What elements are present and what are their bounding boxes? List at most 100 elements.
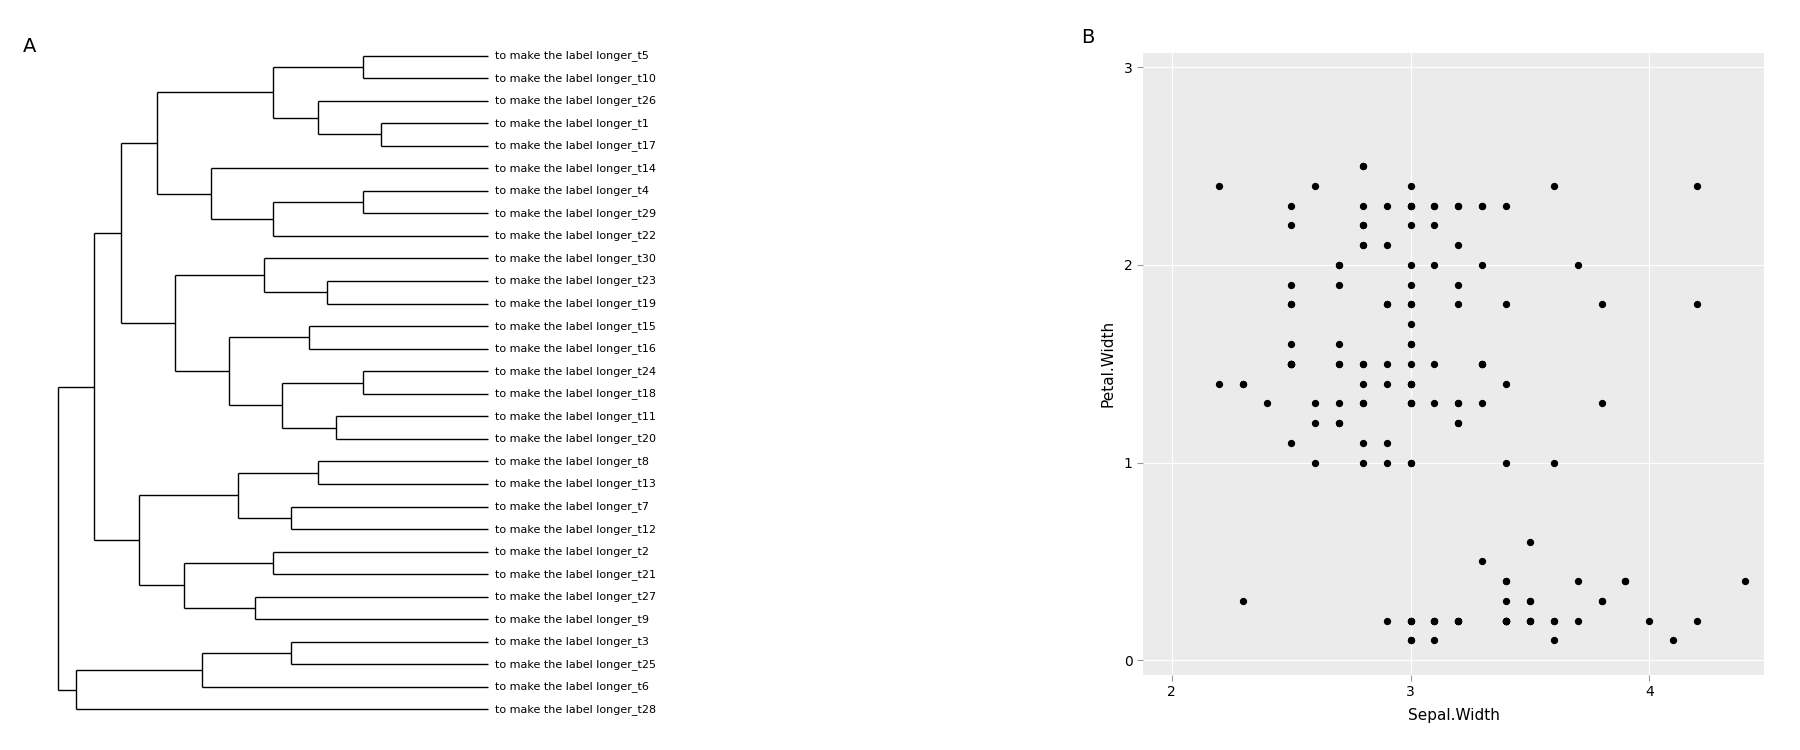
Point: [1276, 298, 1305, 310]
Text: to make the label longer_t1: to make the label longer_t1: [495, 118, 650, 129]
Point: [1397, 377, 1426, 389]
Point: [1611, 575, 1640, 587]
Text: to make the label longer_t24: to make the label longer_t24: [495, 366, 657, 376]
Text: to make the label longer_t20: to make the label longer_t20: [495, 433, 657, 444]
Point: [1325, 259, 1354, 271]
Text: to make the label longer_t9: to make the label longer_t9: [495, 614, 650, 625]
Text: to make the label longer_t7: to make the label longer_t7: [495, 501, 650, 512]
Point: [1348, 358, 1377, 370]
Point: [1301, 457, 1330, 469]
Point: [1372, 298, 1400, 310]
Text: to make the label longer_t11: to make the label longer_t11: [495, 411, 655, 422]
Point: [1348, 377, 1377, 389]
Text: to make the label longer_t15: to make the label longer_t15: [495, 321, 655, 332]
Text: B: B: [1080, 28, 1094, 46]
Point: [1229, 377, 1258, 389]
Text: to make the label longer_t18: to make the label longer_t18: [495, 388, 657, 399]
Point: [1492, 615, 1521, 627]
Point: [1229, 595, 1258, 607]
Y-axis label: Petal.Width: Petal.Width: [1100, 320, 1116, 407]
Point: [1516, 615, 1544, 627]
Point: [1397, 634, 1426, 646]
Point: [1397, 200, 1426, 211]
Point: [1397, 338, 1426, 350]
Point: [1444, 298, 1472, 310]
Text: to make the label longer_t21: to make the label longer_t21: [495, 568, 657, 580]
Point: [1348, 239, 1377, 251]
Point: [1348, 436, 1377, 448]
Point: [1372, 377, 1400, 389]
Point: [1372, 298, 1400, 310]
Point: [1660, 634, 1688, 646]
Point: [1420, 358, 1449, 370]
Point: [1372, 457, 1400, 469]
Text: to make the label longer_t3: to make the label longer_t3: [495, 636, 650, 647]
Point: [1467, 200, 1496, 211]
Point: [1588, 595, 1616, 607]
Point: [1301, 417, 1330, 429]
Point: [1467, 200, 1496, 211]
Point: [1276, 298, 1305, 310]
Point: [1730, 575, 1759, 587]
Text: to make the label longer_t28: to make the label longer_t28: [495, 704, 657, 715]
Point: [1420, 634, 1449, 646]
Point: [1539, 180, 1568, 192]
Point: [1420, 200, 1449, 211]
Point: [1516, 536, 1544, 548]
Point: [1397, 377, 1426, 389]
Point: [1539, 615, 1568, 627]
Point: [1516, 595, 1544, 607]
Point: [1348, 220, 1377, 232]
Text: to make the label longer_t8: to make the label longer_t8: [495, 456, 650, 466]
Point: [1372, 200, 1400, 211]
Point: [1467, 358, 1496, 370]
Point: [1634, 615, 1663, 627]
Point: [1539, 615, 1568, 627]
Point: [1372, 436, 1400, 448]
Point: [1397, 180, 1426, 192]
Point: [1397, 634, 1426, 646]
Text: to make the label longer_t27: to make the label longer_t27: [495, 591, 657, 602]
Point: [1516, 595, 1544, 607]
Text: to make the label longer_t14: to make the label longer_t14: [495, 163, 657, 174]
Point: [1325, 417, 1354, 429]
Point: [1444, 615, 1472, 627]
Point: [1276, 358, 1305, 370]
Text: to make the label longer_t23: to make the label longer_t23: [495, 275, 657, 286]
Point: [1397, 615, 1426, 627]
Text: to make the label longer_t5: to make the label longer_t5: [495, 50, 650, 61]
Point: [1325, 398, 1354, 410]
Text: to make the label longer_t17: to make the label longer_t17: [495, 140, 657, 152]
Point: [1397, 398, 1426, 410]
Text: A: A: [22, 38, 36, 56]
Text: to make the label longer_t10: to make the label longer_t10: [495, 73, 655, 83]
X-axis label: Sepal.Width: Sepal.Width: [1408, 708, 1499, 723]
Point: [1348, 160, 1377, 172]
Point: [1492, 575, 1521, 587]
Point: [1372, 358, 1400, 370]
Point: [1204, 377, 1233, 389]
Point: [1348, 239, 1377, 251]
Point: [1492, 298, 1521, 310]
Point: [1467, 555, 1496, 567]
Point: [1420, 615, 1449, 627]
Point: [1397, 398, 1426, 410]
Point: [1562, 575, 1593, 587]
Point: [1539, 634, 1568, 646]
Point: [1397, 200, 1426, 211]
Text: to make the label longer_t6: to make the label longer_t6: [495, 682, 650, 692]
Point: [1325, 358, 1354, 370]
Text: to make the label longer_t26: to make the label longer_t26: [495, 95, 657, 106]
Point: [1276, 220, 1305, 232]
Point: [1397, 298, 1426, 310]
Point: [1492, 615, 1521, 627]
Point: [1348, 398, 1377, 410]
Text: to make the label longer_t30: to make the label longer_t30: [495, 253, 655, 264]
Text: to make the label longer_t16: to make the label longer_t16: [495, 344, 655, 354]
Point: [1348, 220, 1377, 232]
Point: [1325, 358, 1354, 370]
Point: [1253, 398, 1282, 410]
Point: [1397, 259, 1426, 271]
Point: [1204, 180, 1233, 192]
Point: [1588, 595, 1616, 607]
